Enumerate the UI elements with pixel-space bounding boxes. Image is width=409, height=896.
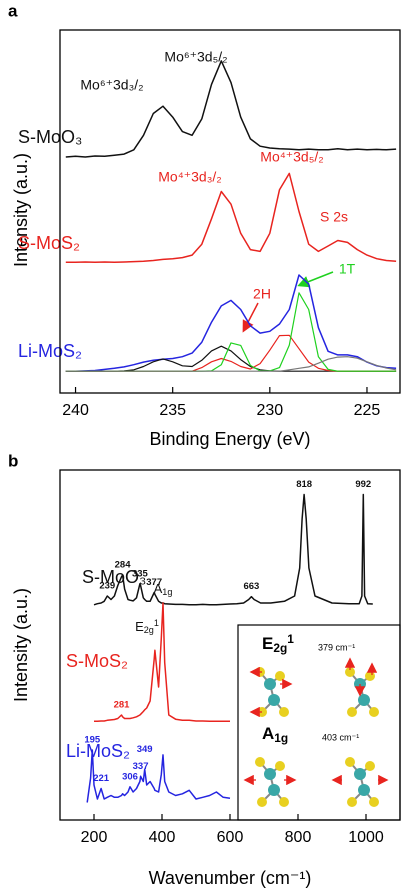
x-axis-label: Binding Energy (eV)	[149, 429, 310, 449]
vibration-arrows	[243, 657, 389, 786]
mode-label: E2g1	[262, 632, 294, 655]
y-axis-label: Intensity (a.u.)	[11, 588, 31, 702]
series-line	[65, 334, 397, 372]
series-line	[94, 602, 230, 723]
peak-label: 306	[122, 771, 138, 782]
annotation-part: A	[154, 581, 163, 596]
peak-label: 337	[133, 761, 149, 772]
annotation: S 2s	[320, 209, 348, 225]
peak-label: 992	[355, 479, 371, 490]
peak-label: 195	[84, 735, 101, 746]
series-line	[65, 274, 397, 372]
x-tick-label: 1000	[348, 829, 384, 846]
plot-frame	[59, 29, 401, 394]
x-tick-label: 200	[81, 829, 108, 846]
inset-box	[237, 624, 401, 821]
annotation: A1g	[154, 581, 173, 597]
mode-frequency: 403 cm⁻¹	[322, 732, 359, 742]
peak-label: 221	[93, 773, 110, 784]
peak-label: 281	[114, 700, 131, 711]
x-tick-label: 600	[217, 829, 244, 846]
peak-label: 335	[132, 568, 149, 579]
arrow	[242, 302, 259, 333]
series-line	[65, 356, 397, 372]
mode-label-part: 2g	[273, 641, 287, 655]
annotation: Mo⁶⁺3d₅/₂	[164, 49, 227, 65]
annotation: 1T	[339, 261, 356, 277]
x-tick-label: 800	[285, 829, 312, 846]
x-tick-label: 400	[149, 829, 176, 846]
x-axis-label: Wavenumber (cm⁻¹)	[149, 868, 312, 888]
peak-label: 284	[115, 560, 132, 571]
series-label: Li-MoS₂	[66, 741, 130, 761]
x-tick-label: 230	[256, 402, 283, 419]
peak-label: 663	[243, 581, 259, 592]
mode-frequency: 379 cm⁻¹	[318, 642, 355, 652]
annotation: Mo⁴⁺3d₃/₂	[158, 169, 221, 185]
y-axis-label: Intensity (a.u.)	[11, 153, 31, 267]
annotation-part: 1g	[162, 587, 172, 597]
series-line	[65, 292, 397, 372]
series-line	[93, 493, 373, 606]
arrow	[297, 271, 334, 288]
panel-label: a	[8, 1, 18, 20]
annotation-part: E	[135, 619, 144, 634]
annotation: Mo⁶⁺3d₃/₂	[80, 77, 143, 93]
annotation-part: 2g	[144, 625, 154, 635]
mode-label-part: E	[262, 634, 273, 653]
panel-label: b	[8, 451, 18, 470]
plot-frame	[59, 469, 401, 821]
x-tick-label: 225	[354, 402, 381, 419]
mode-label: A1g	[262, 724, 288, 744]
mode-label-part: 1g	[274, 731, 288, 745]
series-label: S-MoS₂	[66, 651, 128, 671]
series-label: S-MoS₂	[18, 233, 80, 253]
x-tick-label: 235	[159, 402, 186, 419]
peak-label: 377	[146, 577, 162, 588]
annotation-part: 1	[154, 618, 159, 628]
annotation: Mo⁴⁺3d₅/₂	[260, 149, 323, 165]
series-label: S-MoO₃	[82, 567, 146, 587]
annotation: 2H	[253, 286, 271, 302]
peak-label: 239	[99, 581, 115, 592]
mode-label-part: A	[262, 724, 274, 743]
x-tick-label: 240	[62, 402, 89, 419]
series-label: Li-MoS₂	[18, 341, 82, 361]
peak-label: 818	[296, 479, 312, 490]
series-line	[65, 172, 397, 264]
series-line	[86, 749, 231, 803]
mode-label-part: 1	[287, 632, 294, 646]
peak-label: 349	[137, 744, 153, 755]
series-line	[65, 60, 397, 158]
series-label: S-MoO₃	[18, 127, 82, 147]
annotation: E2g1	[135, 618, 159, 635]
